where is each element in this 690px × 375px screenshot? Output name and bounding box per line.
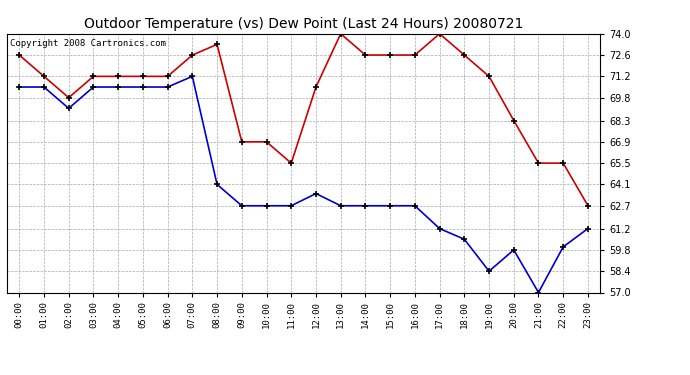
Text: Copyright 2008 Cartronics.com: Copyright 2008 Cartronics.com — [10, 39, 166, 48]
Title: Outdoor Temperature (vs) Dew Point (Last 24 Hours) 20080721: Outdoor Temperature (vs) Dew Point (Last… — [84, 17, 523, 31]
